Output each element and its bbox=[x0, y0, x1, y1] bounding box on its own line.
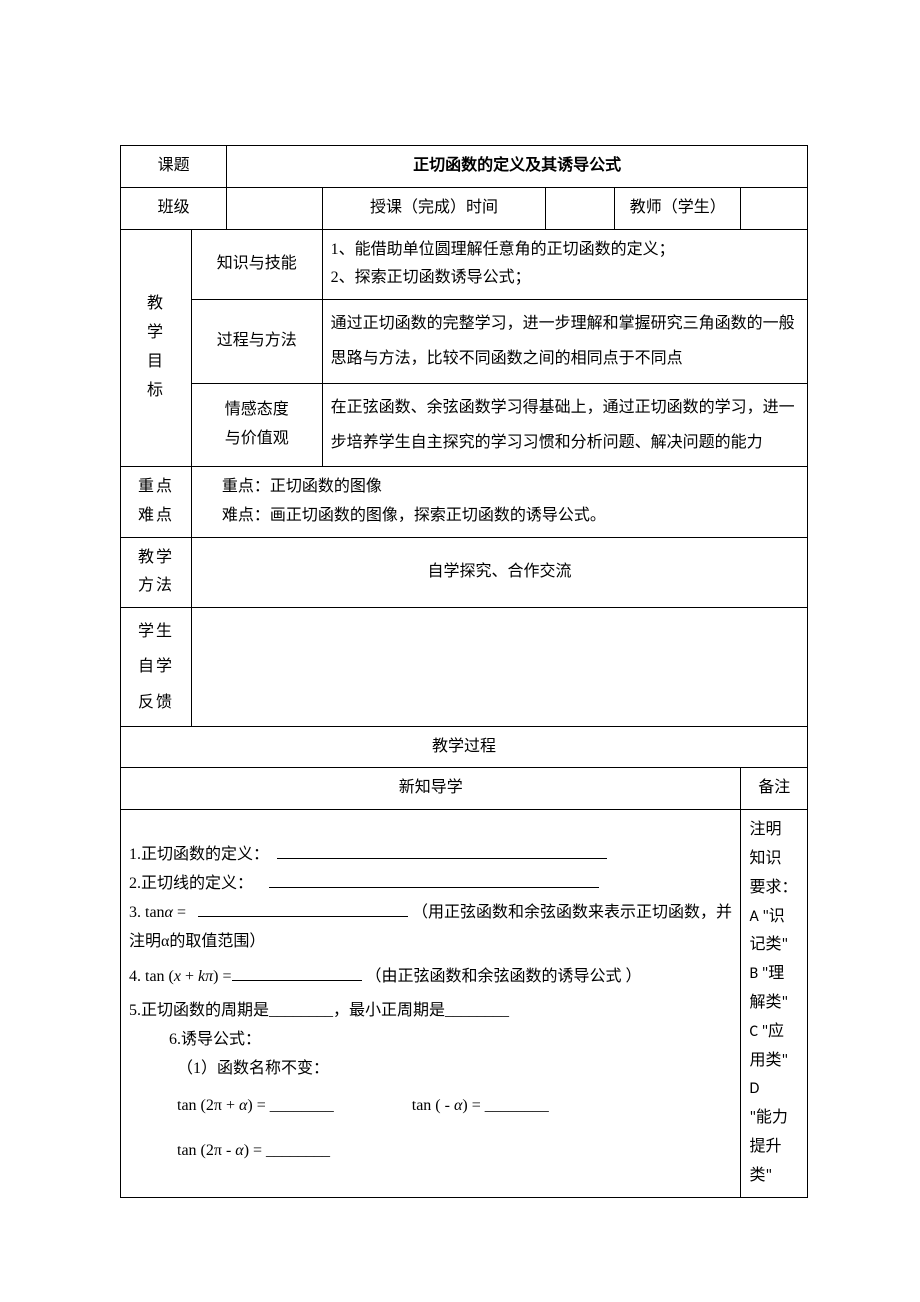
table-row: 1.正切函数的定义： 2.正切线的定义： 3. tanα = （用正弦函数和余弦… bbox=[121, 810, 808, 1197]
table-row: 课题 正切函数的定义及其诱导公式 bbox=[121, 146, 808, 188]
notes-label: 备注 bbox=[741, 768, 808, 810]
table-row: 教学方法 自学探究、合作交流 bbox=[121, 537, 808, 608]
table-row: 学生自学反馈 bbox=[121, 608, 808, 727]
topic-label: 课题 bbox=[121, 146, 227, 188]
teacher-value bbox=[741, 187, 808, 229]
keypoints-text: 重点：正切函数的图像 难点：画正切函数的图像，探索正切函数的诱导公式。 bbox=[191, 466, 807, 537]
attitude-text: 在正弦函数、余弦函数学习得基础上，通过正切函数的学习，进一步培养学生自主探究的学… bbox=[322, 383, 807, 466]
method-text: 自学探究、合作交流 bbox=[191, 537, 807, 608]
process-method-label: 过程与方法 bbox=[191, 300, 322, 383]
feedback-label: 学生自学反馈 bbox=[121, 608, 192, 727]
table-row: 情感态度与价值观 在正弦函数、余弦函数学习得基础上，通过正切函数的学习，进一步培… bbox=[121, 383, 808, 466]
notes-body: 注明 知识 要求： A "识记类" B "理解类" C "应用类" D "能力提… bbox=[741, 810, 808, 1197]
method-label: 教学方法 bbox=[121, 537, 192, 608]
class-value bbox=[227, 187, 322, 229]
teacher-label: 教师（学生） bbox=[615, 187, 741, 229]
page-title: 正切函数的定义及其诱导公式 bbox=[227, 146, 808, 188]
knowledge-skill-text: 1、能借助单位圆理解任意角的正切函数的定义； 2、探索正切函数诱导公式； bbox=[322, 229, 807, 300]
lesson-plan-table: 课题 正切函数的定义及其诱导公式 班级 授课（完成）时间 教师（学生） 教学目标… bbox=[120, 145, 808, 1198]
keypoints-label: 重点难点 bbox=[121, 466, 192, 537]
feedback-text bbox=[191, 608, 807, 727]
table-row: 新知导学 备注 bbox=[121, 768, 808, 810]
process-method-text: 通过正切函数的完整学习，进一步理解和掌握研究三角函数的一般思路与方法，比较不同函… bbox=[322, 300, 807, 383]
time-label: 授课（完成）时间 bbox=[322, 187, 546, 229]
knowledge-skill-label: 知识与技能 bbox=[191, 229, 322, 300]
process-header: 教学过程 bbox=[121, 726, 808, 768]
table-row: 教学过程 bbox=[121, 726, 808, 768]
table-row: 教学目标 知识与技能 1、能借助单位圆理解任意角的正切函数的定义； 2、探索正切… bbox=[121, 229, 808, 300]
objectives-label: 教学目标 bbox=[121, 229, 192, 466]
table-row: 班级 授课（完成）时间 教师（学生） bbox=[121, 187, 808, 229]
time-value bbox=[546, 187, 615, 229]
table-row: 重点难点 重点：正切函数的图像 难点：画正切函数的图像，探索正切函数的诱导公式。 bbox=[121, 466, 808, 537]
attitude-label: 情感态度与价值观 bbox=[191, 383, 322, 466]
class-label: 班级 bbox=[121, 187, 227, 229]
table-row: 过程与方法 通过正切函数的完整学习，进一步理解和掌握研究三角函数的一般思路与方法… bbox=[121, 300, 808, 383]
content-body: 1.正切函数的定义： 2.正切线的定义： 3. tanα = （用正弦函数和余弦… bbox=[121, 810, 741, 1197]
section1-label: 新知导学 bbox=[121, 768, 741, 810]
